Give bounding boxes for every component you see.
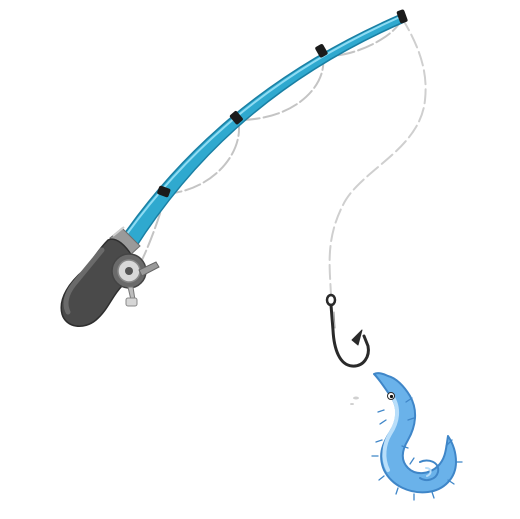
hook-shank: [329, 303, 370, 368]
hook-tip-shine: [344, 347, 357, 363]
rod-highlight: [123, 16, 401, 239]
hook-icon: [325, 293, 370, 368]
rod-guide-3: [157, 185, 171, 198]
hook-shine: [333, 311, 336, 329]
reel-knob: [125, 297, 138, 307]
worm-bristles: [371, 397, 463, 501]
worm-curl: [419, 459, 440, 481]
worm-icon: [350, 372, 463, 501]
rod-guide-tip: [396, 9, 408, 24]
fishing-line: [328, 17, 427, 297]
reel-icon: [111, 253, 160, 307]
worm-body: [373, 372, 457, 494]
main-line: [328, 17, 427, 297]
rod-guide-1: [315, 44, 328, 58]
water-drops: [350, 396, 359, 405]
hook-barb: [351, 329, 363, 346]
handle-highlight: [63, 247, 105, 315]
worm-highlight: [382, 394, 399, 472]
rod-guide-2: [229, 111, 243, 125]
rod-line: [137, 17, 403, 269]
reel-arm: [138, 261, 160, 277]
